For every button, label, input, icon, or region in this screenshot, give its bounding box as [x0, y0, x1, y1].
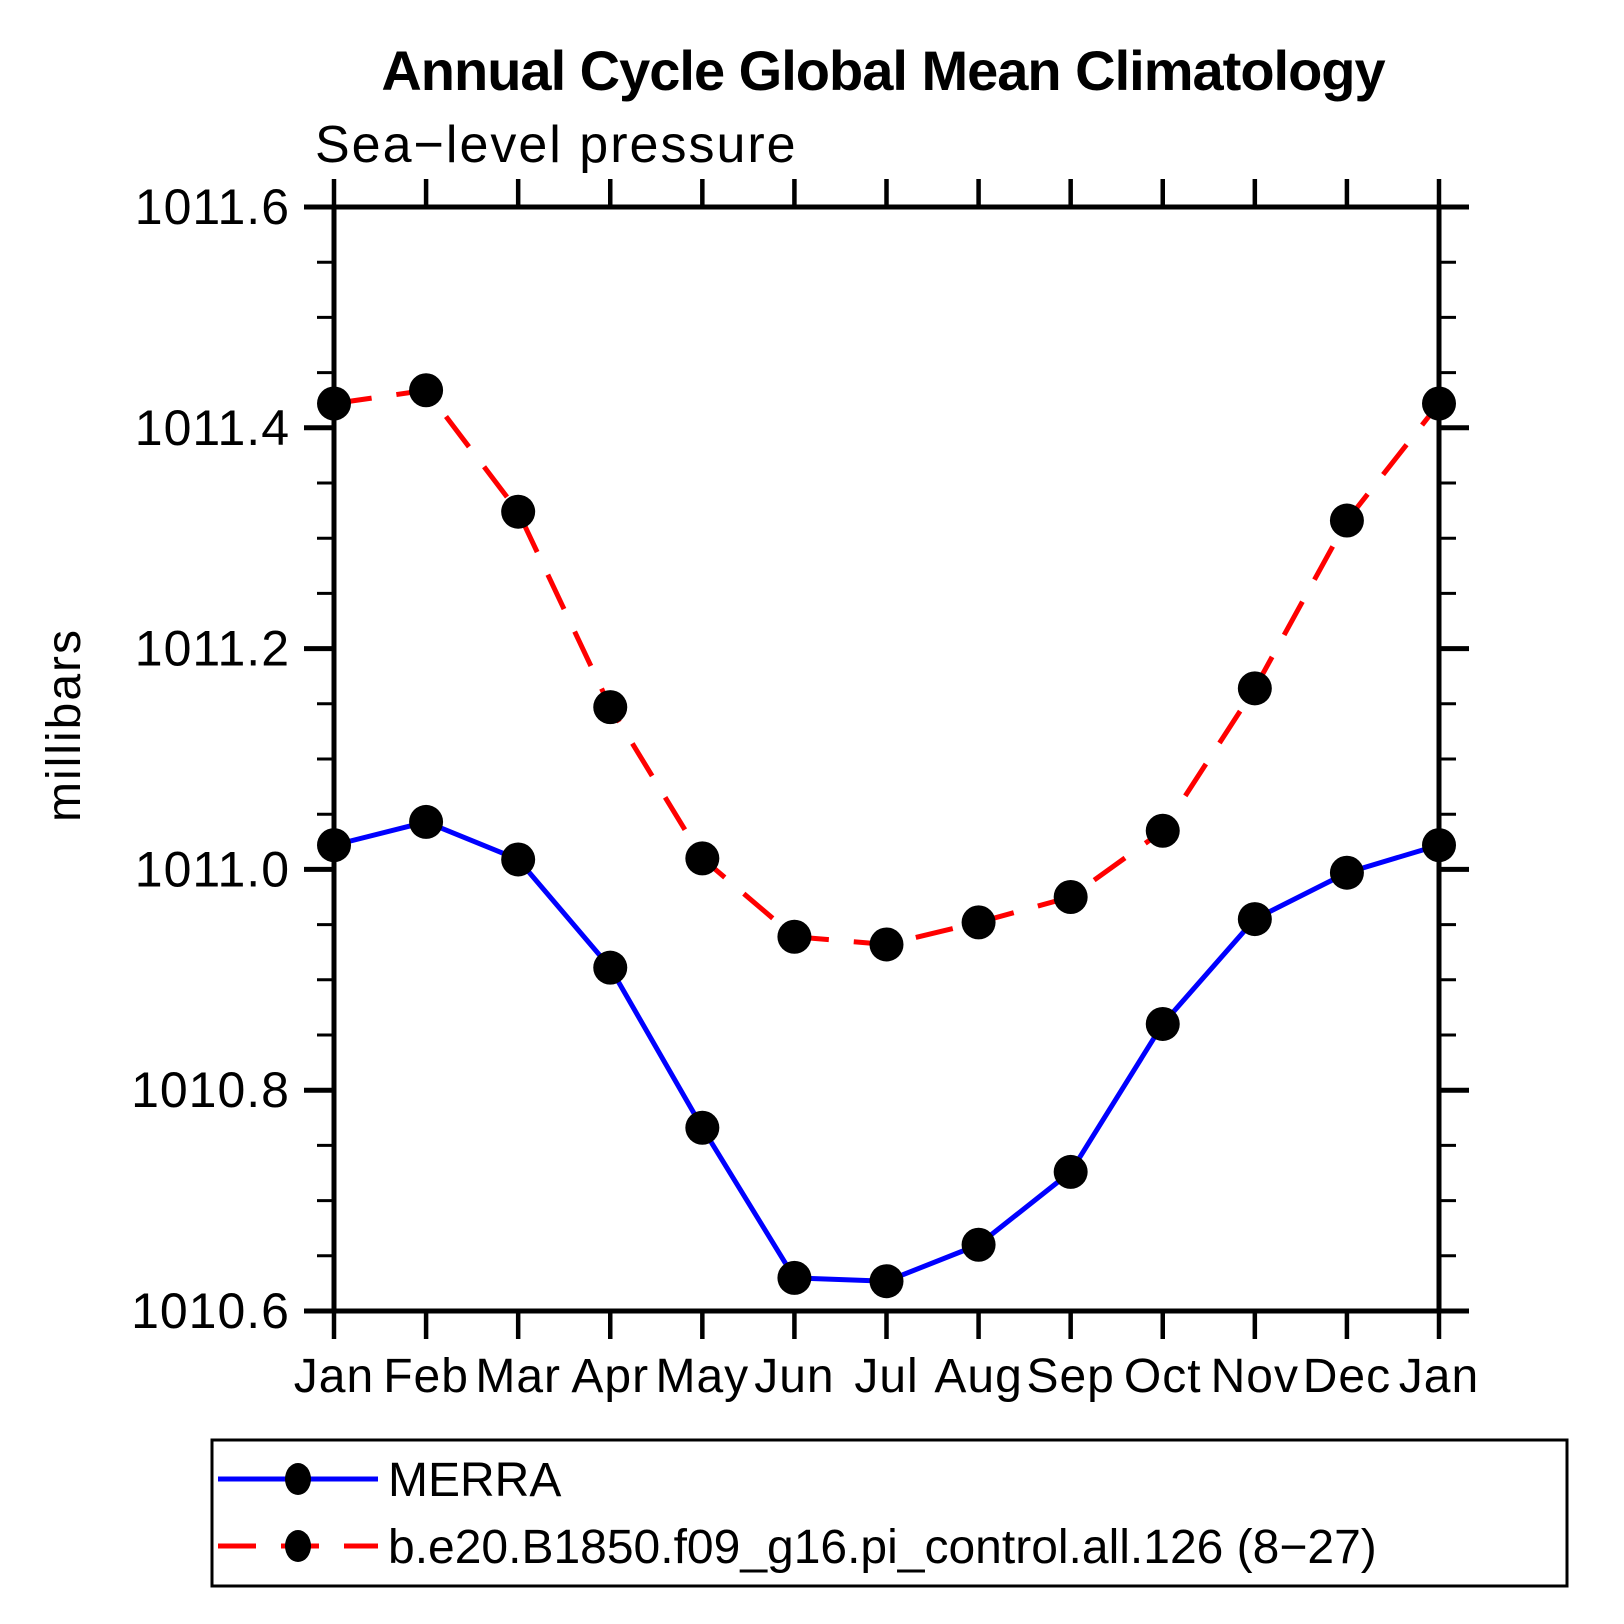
legend: MERRA b.e20.B1850.f09_g16.pi_control.all…	[210, 1438, 1569, 1588]
x-tick-label: Feb	[383, 1350, 469, 1403]
chart-subtitle: Sea−level pressure	[315, 116, 798, 174]
data-point-merra	[409, 804, 444, 839]
series-line-merra	[333, 819, 1440, 1284]
x-tick-label: Jun	[754, 1350, 834, 1403]
data-point-model	[593, 690, 628, 725]
x-tick-label: Aug	[934, 1350, 1022, 1403]
legend-label-model: b.e20.B1850.f09_g16.pi_control.all.126 (…	[388, 1521, 1377, 1574]
x-tick-label: Dec	[1303, 1350, 1391, 1403]
legend-marker-dot	[285, 1463, 311, 1495]
data-point-model	[1053, 880, 1088, 914]
data-point-model	[685, 841, 720, 876]
data-point-model	[409, 373, 444, 408]
data-point-merra	[1329, 855, 1364, 890]
legend-entry-merra: MERRA	[218, 1454, 561, 1507]
data-point-merra	[1053, 1154, 1088, 1189]
x-tick-label: Nov	[1211, 1350, 1299, 1403]
data-point-model	[317, 386, 351, 421]
y-axis-title: millibars	[38, 628, 91, 822]
data-point-merra	[501, 842, 536, 877]
y-tick-label: 1010.8	[131, 1062, 290, 1118]
data-point-model	[1145, 813, 1180, 848]
y-tick-label: 1011.0	[135, 841, 290, 897]
series-line-model	[333, 387, 1441, 947]
data-point-merra	[317, 828, 351, 863]
x-tick-label: Oct	[1124, 1350, 1202, 1403]
legend-entry-model: b.e20.B1850.f09_g16.pi_control.all.126 (…	[218, 1521, 1377, 1574]
axes-frame	[331, 204, 1442, 1314]
data-point-merra	[1237, 902, 1272, 937]
y-tick-label: 1010.6	[131, 1283, 290, 1339]
y-tick-label: 1011.2	[135, 621, 290, 677]
data-point-merra	[961, 1227, 996, 1262]
data-point-model	[777, 919, 812, 954]
chart-title: Annual Cycle Global Mean Climatology	[381, 39, 1385, 102]
data-point-model	[1329, 503, 1364, 538]
data-point-merra	[777, 1260, 812, 1295]
data-point-model	[1422, 386, 1456, 421]
x-tick-label: Apr	[571, 1350, 649, 1403]
data-point-merra	[593, 950, 628, 985]
x-tick-label: Jan	[1399, 1350, 1479, 1403]
x-tick-label: Mar	[475, 1350, 561, 1403]
data-point-merra	[869, 1264, 904, 1299]
data-point-model	[501, 494, 536, 529]
y-tick-label: 1011.4	[135, 400, 290, 456]
y-tick-label: 1011.6	[135, 179, 290, 235]
data-point-merra	[1422, 828, 1456, 863]
x-tick-label: Jan	[294, 1350, 374, 1403]
data-point-model	[961, 905, 996, 940]
legend-marker-dot	[285, 1530, 311, 1562]
x-tick-label: May	[655, 1350, 749, 1403]
data-point-model	[869, 927, 904, 962]
x-tick-label: Jul	[854, 1350, 918, 1403]
x-tick-label: Sep	[1026, 1350, 1114, 1403]
data-point-model	[1237, 671, 1272, 706]
data-point-merra	[1145, 1006, 1180, 1041]
data-point-merra	[685, 1110, 720, 1145]
legend-label-merra: MERRA	[388, 1454, 561, 1507]
legend-box	[210, 1438, 1569, 1588]
